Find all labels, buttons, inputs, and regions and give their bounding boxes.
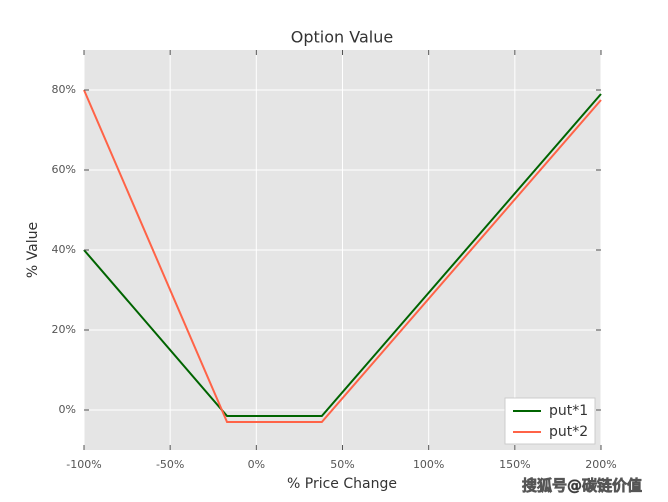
x-tick-label: 50% bbox=[330, 458, 354, 471]
x-tick-label: -50% bbox=[156, 458, 184, 471]
x-tick-label: 200% bbox=[585, 458, 616, 471]
x-tick-label: -100% bbox=[66, 458, 101, 471]
x-tick-label: 100% bbox=[413, 458, 444, 471]
y-tick-label: 20% bbox=[52, 323, 76, 336]
chart-title: Option Value bbox=[291, 28, 393, 47]
legend-label: put*1 bbox=[549, 403, 588, 419]
legend-label: put*2 bbox=[549, 424, 588, 440]
watermark: 搜狐号@碳链价值 bbox=[522, 477, 642, 495]
series-line bbox=[83, 89, 602, 423]
y-tick-label: 60% bbox=[52, 163, 76, 176]
y-tick-label: 40% bbox=[52, 243, 76, 256]
series-line bbox=[83, 93, 602, 417]
x-tick-label: 150% bbox=[499, 458, 530, 471]
y-tick-label: 0% bbox=[59, 403, 76, 416]
legend-box bbox=[504, 397, 596, 445]
x-axis-label: % Price Change bbox=[287, 476, 397, 492]
x-tick-label: 0% bbox=[248, 458, 265, 471]
y-tick-label: 80% bbox=[52, 83, 76, 96]
y-axis-label: % Value bbox=[25, 222, 41, 278]
